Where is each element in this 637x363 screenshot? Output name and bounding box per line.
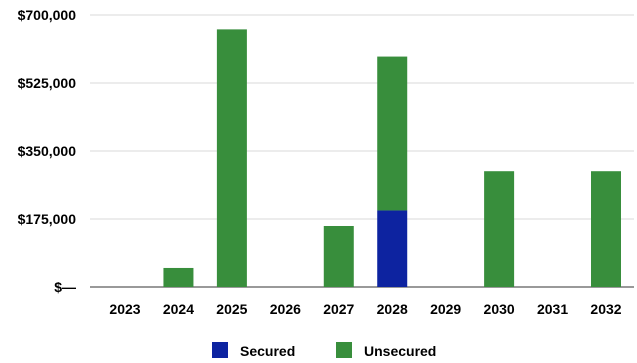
y-tick-label: $700,000 [18,7,77,23]
y-tick-label: $— [54,279,76,295]
x-tick-label: 2024 [163,301,194,317]
x-tick-label: 2025 [216,301,247,317]
bar-unsecured-2030 [484,171,515,287]
grid-layer [90,14,634,288]
bar-unsecured-2025 [216,29,247,288]
x-axis-ticks: 2023 2024 2025 2026 2027 2028 2029 2030 2031 2032 [109,301,621,317]
x-tick-label: 2028 [377,301,408,317]
legend-swatch-secured [212,342,228,358]
x-tick-label: 2031 [537,301,568,317]
x-tick-label: 2032 [590,301,621,317]
x-tick-label: 2027 [323,301,354,317]
x-tick-label: 2026 [270,301,301,317]
bar-secured-2028 [377,210,408,287]
legend-label-secured: Secured [240,343,295,359]
y-tick-label: $175,000 [18,211,77,227]
bar-unsecured-2024 [163,267,194,287]
x-tick-label: 2029 [430,301,461,317]
x-tick-label: 2030 [484,301,515,317]
y-axis-ticks: $— $175,000 $350,000 $525,000 $700,000 [18,7,77,295]
y-tick-label: $525,000 [18,75,77,91]
bars-layer [163,29,621,288]
legend-label-unsecured: Unsecured [364,343,436,359]
legend-swatch-unsecured [336,342,352,358]
bar-unsecured-2032 [591,171,621,287]
y-tick-label: $350,000 [18,143,77,159]
legend: Secured Unsecured [212,342,436,359]
bar-unsecured-2028 [377,56,408,211]
bar-unsecured-2027 [323,225,354,287]
x-tick-label: 2023 [109,301,140,317]
